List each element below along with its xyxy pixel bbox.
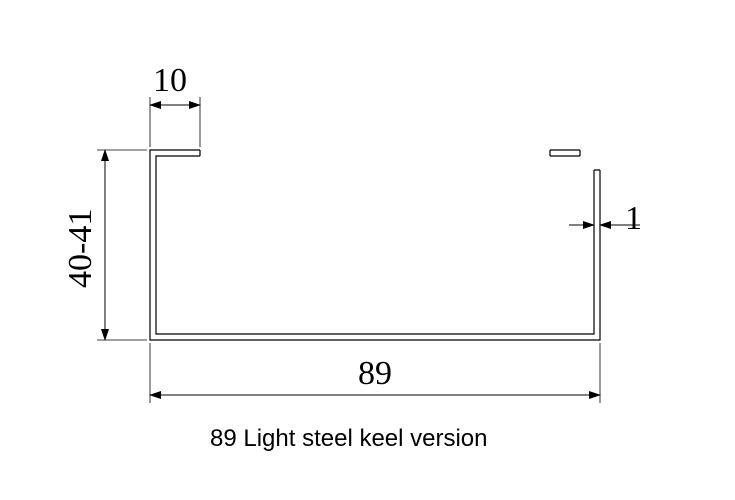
dim-height-label: 40-41 (62, 209, 100, 288)
dim-thickness-label: 1 (625, 200, 642, 238)
caption: 89 Light steel keel version (210, 425, 488, 453)
profile-outer (150, 150, 600, 340)
technical-drawing: 10 40-41 89 1 89 Light steel keel versio… (0, 0, 735, 500)
dim-flange-label: 10 (153, 62, 187, 100)
profile-inner (156, 156, 594, 334)
dim-base-label: 89 (358, 355, 392, 393)
